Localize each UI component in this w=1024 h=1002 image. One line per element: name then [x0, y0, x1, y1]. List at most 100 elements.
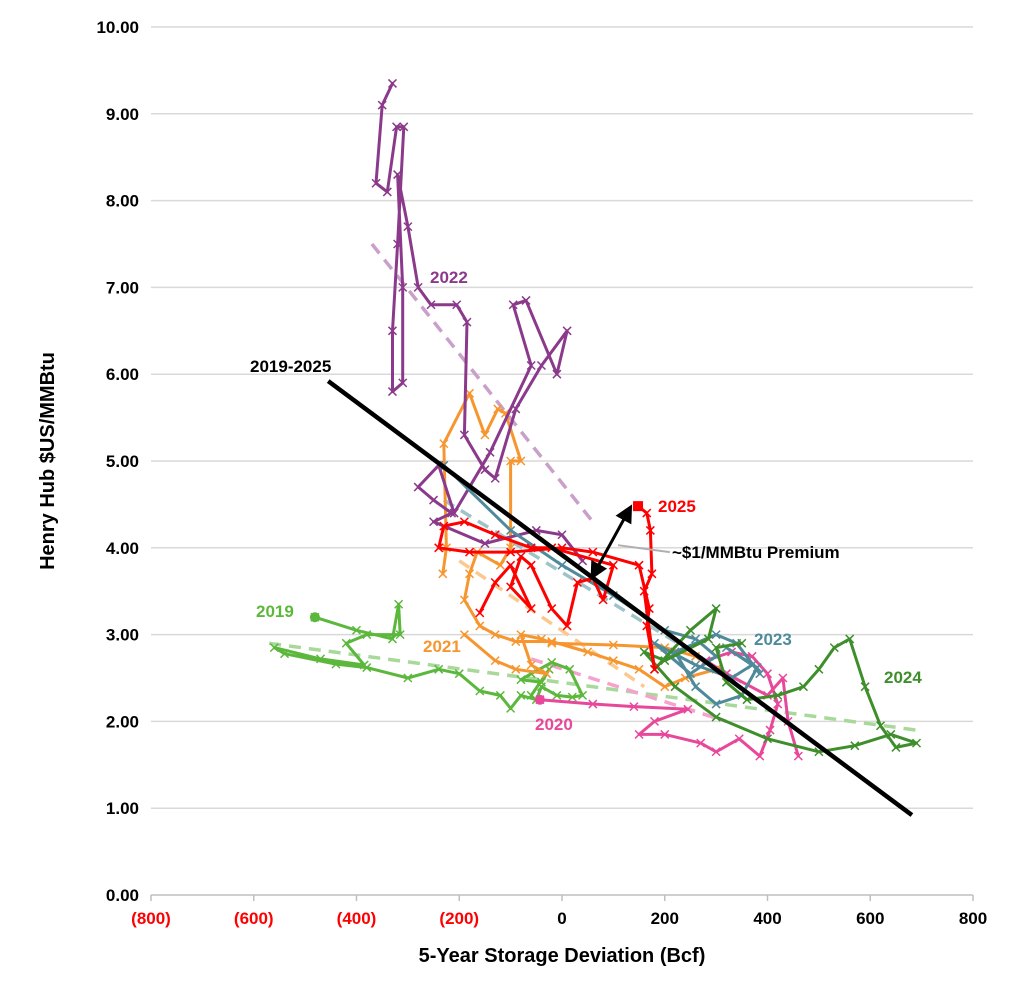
data-point-marker — [331, 659, 341, 669]
trendline-2019 — [268, 641, 917, 732]
data-point-marker — [490, 473, 500, 483]
data-point-marker — [480, 538, 490, 548]
data-point-marker — [434, 543, 444, 553]
data-point-marker — [711, 630, 721, 640]
data-point-marker — [567, 692, 577, 702]
data-point-marker — [711, 643, 721, 653]
annotation — [590, 504, 671, 580]
data-point-marker — [829, 643, 839, 653]
data-point-marker — [649, 716, 660, 726]
data-point-marker — [341, 638, 351, 648]
data-point-marker — [773, 699, 783, 709]
data-point-marker — [459, 630, 469, 640]
data-point-marker — [557, 560, 567, 570]
data-point-marker — [634, 664, 644, 674]
data-point-marker — [696, 738, 706, 748]
start-marker — [309, 612, 320, 623]
data-point-marker — [490, 577, 500, 588]
data-point-marker — [911, 738, 922, 748]
data-point-marker — [511, 404, 521, 414]
data-point-marker — [536, 677, 546, 687]
data-point-marker — [649, 664, 660, 674]
data-point-marker — [508, 300, 518, 310]
data-point-marker — [429, 517, 439, 527]
y-tick-label: 2.00 — [106, 712, 139, 731]
data-point-marker — [495, 560, 505, 570]
regression-line — [326, 379, 914, 817]
series-label-2020: 2020 — [535, 715, 573, 734]
data-point-marker — [316, 654, 326, 664]
data-point-marker — [516, 630, 526, 640]
annotation-text: ~$1/MMBtu Premium — [672, 543, 840, 562]
regression-line-2019-2025 — [326, 379, 914, 817]
data-point-marker — [552, 690, 562, 700]
trendline-2021 — [458, 559, 646, 689]
y-tick-label: 1.00 — [106, 799, 139, 818]
x-tick-label: 800 — [959, 909, 987, 928]
data-point-marker — [755, 669, 765, 679]
data-point-marker — [639, 647, 649, 657]
series-label-2024: 2024 — [884, 668, 922, 687]
data-point-marker — [475, 608, 485, 618]
x-tick-label: 600 — [856, 909, 884, 928]
data-point-marker — [452, 300, 462, 310]
data-point-marker — [547, 604, 557, 614]
data-point-marker — [634, 560, 644, 570]
data-point-marker — [685, 669, 695, 679]
data-point-marker — [480, 465, 490, 475]
data-point-marker — [629, 702, 639, 712]
data-point-marker — [377, 100, 387, 110]
start-marker — [534, 694, 545, 705]
data-point-marker — [395, 630, 405, 640]
data-point-marker — [660, 656, 670, 666]
data-point-marker — [387, 634, 397, 644]
premium-double-arrow — [590, 504, 633, 580]
data-point-marker — [438, 569, 448, 579]
data-point-marker — [490, 630, 500, 640]
data-point-marker — [269, 643, 279, 653]
data-point-marker — [464, 547, 475, 557]
data-point-marker — [413, 482, 423, 492]
data-point-marker — [547, 637, 557, 647]
data-point-marker — [426, 300, 436, 310]
data-point-marker — [642, 621, 652, 631]
data-point-marker — [439, 439, 449, 449]
data-point-marker — [536, 360, 546, 371]
data-point-marker — [351, 625, 362, 635]
data-point-marker — [557, 530, 567, 540]
data-point-marker — [516, 551, 526, 562]
data-point-marker — [711, 747, 721, 757]
series-label-2025: 2025 — [658, 497, 696, 516]
x-tick-labels: (800) (600) (400) (200) 0 200 400 600 800 — [131, 909, 987, 928]
data-point-marker — [526, 560, 536, 570]
series-label-2019: 2019 — [256, 602, 294, 621]
data-point-marker — [683, 704, 693, 714]
data-point-marker — [526, 543, 536, 553]
data-point-marker — [588, 699, 598, 709]
data-point-marker — [462, 317, 472, 327]
data-point-marker — [598, 595, 608, 605]
data-point-marker — [398, 378, 408, 388]
data-point-marker — [752, 663, 762, 673]
data-point-marker — [737, 638, 747, 648]
data-point-marker — [387, 78, 397, 88]
data-point-marker — [506, 703, 516, 713]
series-lines — [269, 78, 922, 761]
x-tick-label: 0 — [557, 909, 566, 928]
data-point-marker — [280, 649, 290, 659]
data-point-marker — [459, 430, 469, 440]
y-tick-label: 4.00 — [106, 539, 139, 558]
y-tick-label: 0.00 — [106, 886, 139, 905]
data-point-marker — [490, 656, 500, 666]
x-axis-label: 5-Year Storage Deviation (Bcf) — [419, 945, 706, 967]
data-point-marker — [506, 525, 516, 535]
data-point-marker — [547, 638, 557, 648]
data-point-marker — [711, 712, 721, 722]
data-point-marker — [845, 634, 855, 644]
data-point-marker — [565, 664, 575, 674]
data-point-marker — [875, 721, 886, 731]
data-point-marker — [429, 495, 439, 505]
data-point-marker — [526, 660, 536, 670]
data-point-marker — [475, 686, 485, 696]
data-point-marker — [647, 569, 657, 579]
